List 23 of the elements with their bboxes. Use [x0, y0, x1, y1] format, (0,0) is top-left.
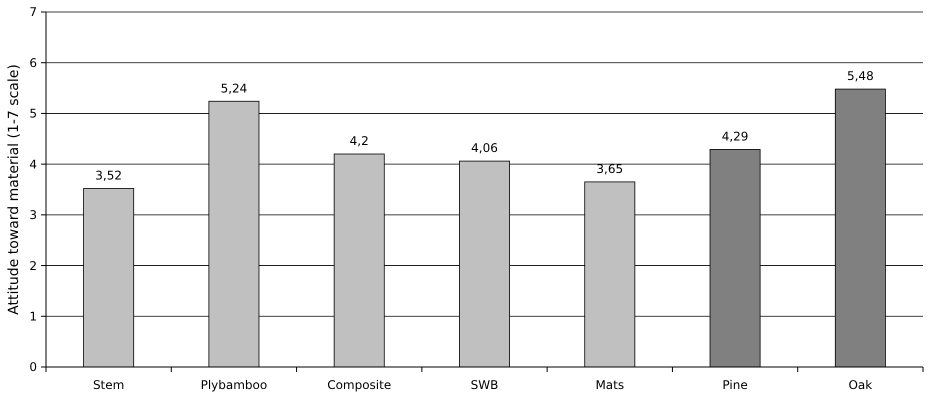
y-tick-label: 3 [29, 208, 37, 222]
x-tick-label: SWB [470, 378, 498, 392]
y-tick-label: 2 [29, 258, 37, 273]
x-tick-label: Stem [92, 378, 124, 392]
y-tick-label: 4 [29, 157, 37, 172]
y-tick-label: 6 [29, 56, 37, 70]
y-tick-label: 7 [29, 5, 37, 20]
data-label: 3,52 [95, 168, 122, 182]
y-tick-label: 0 [29, 360, 37, 374]
data-label: 5,24 [220, 81, 248, 96]
x-tick-label: Mats [595, 378, 624, 392]
x-tick-label: Composite [327, 378, 392, 392]
x-tick-label: Oak [848, 378, 872, 392]
data-label: 5,48 [847, 69, 874, 84]
y-tick-label: 5 [29, 106, 37, 121]
data-label: 4,29 [722, 129, 748, 144]
data-label: 3,65 [596, 162, 624, 176]
x-tick-label: Pine [722, 378, 748, 392]
x-tick-label: Plybamboo [200, 378, 268, 392]
data-label: 4,06 [471, 141, 498, 156]
data-label: 4,2 [350, 134, 369, 148]
y-axis-title: Attitude toward material (1-7 scale) [6, 64, 22, 315]
y-tick-label: 1 [29, 309, 37, 324]
